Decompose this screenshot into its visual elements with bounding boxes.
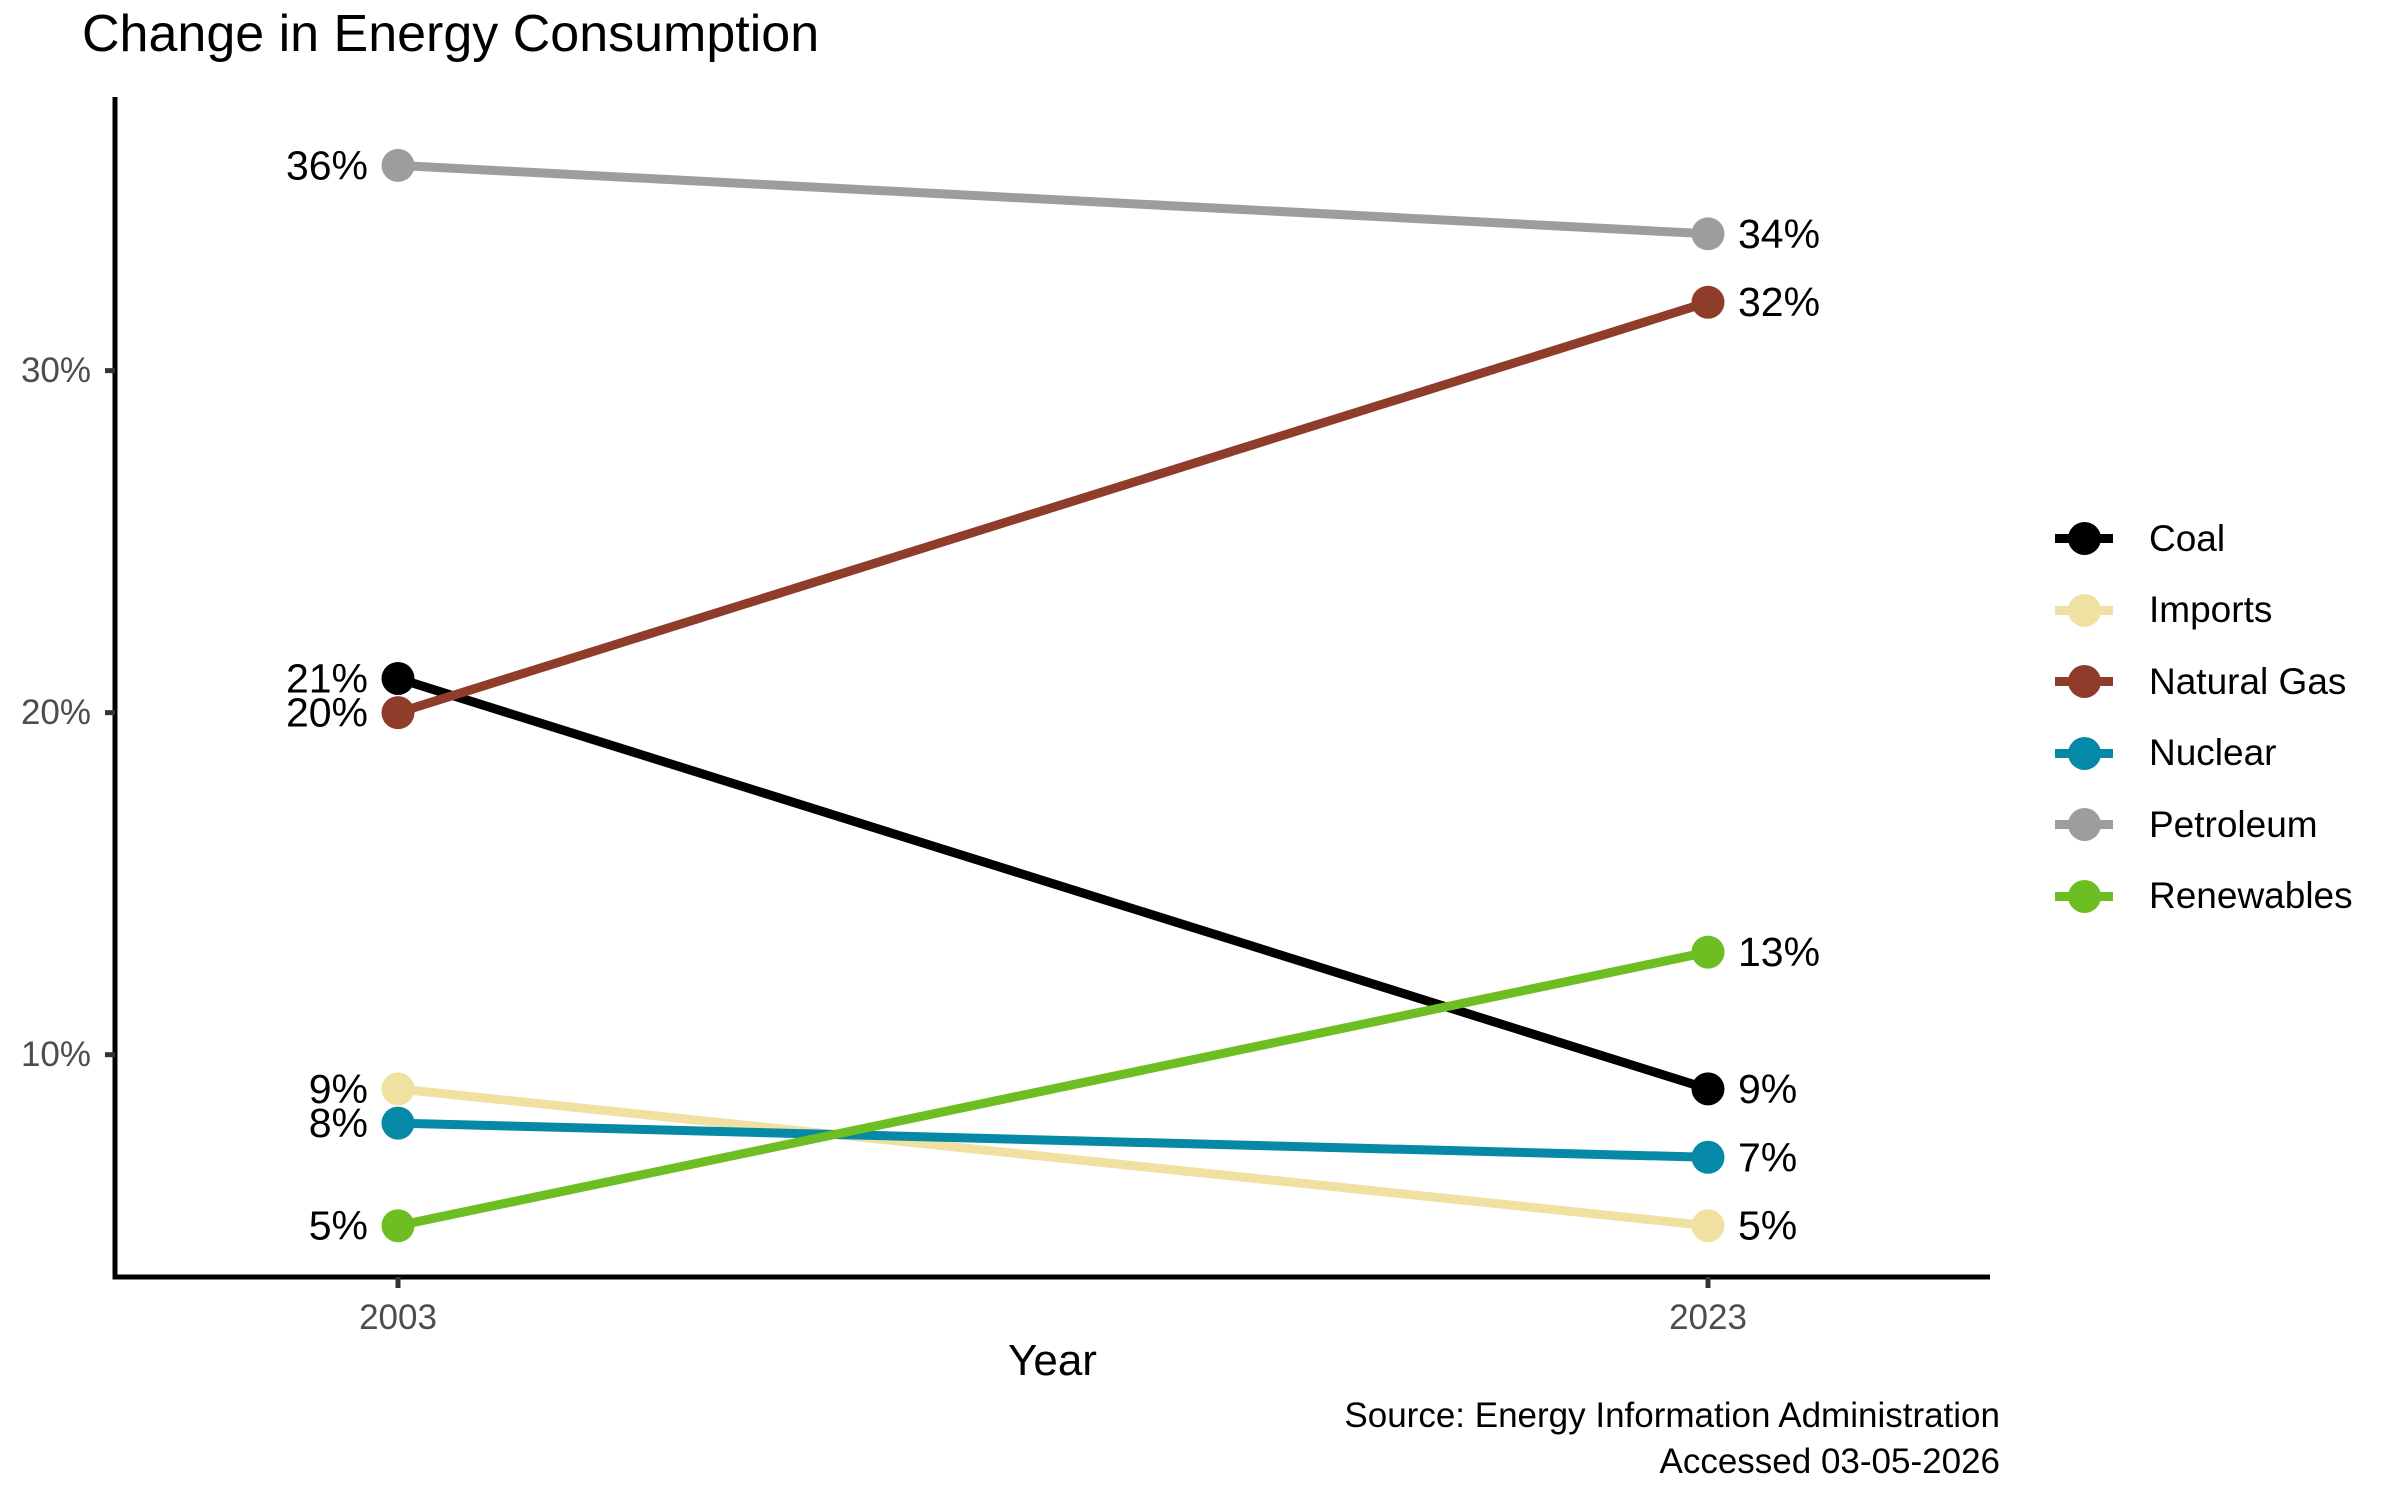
caption: Source: Energy Information Administratio… — [1344, 1393, 2000, 1484]
legend-item-natural-gas: Natural Gas — [2055, 646, 2400, 718]
data-label-nuclear-2023: 7% — [1738, 1134, 1797, 1180]
legend-key-icon — [2055, 522, 2113, 556]
legend-key-icon — [2055, 879, 2113, 913]
legend-key-dot — [2067, 808, 2101, 842]
x-tick-label-2003: 2003 — [359, 1298, 437, 1337]
point-natural-gas-2023 — [1691, 285, 1725, 319]
legend-item-coal: Coal — [2055, 503, 2400, 575]
legend-item-label: Nuclear — [2149, 732, 2277, 774]
point-coal-2003 — [381, 661, 415, 695]
source-caption: Source: Energy Information Administratio… — [1344, 1396, 2000, 1435]
point-imports-2003 — [381, 1072, 415, 1106]
data-label-imports-2003: 9% — [309, 1066, 368, 1112]
data-label-natural-gas-2003: 20% — [286, 690, 368, 736]
data-label-coal-2023: 9% — [1738, 1066, 1797, 1112]
data-label-petroleum-2023: 34% — [1738, 211, 1820, 257]
point-coal-2023 — [1691, 1072, 1725, 1106]
accessed-caption: Accessed 03-05-2026 — [1659, 1441, 2001, 1481]
x-axis-title: Year — [1008, 1336, 1097, 1385]
legend-key-dot — [2067, 879, 2101, 913]
x-tick-label-2023: 2023 — [1669, 1298, 1747, 1337]
legend-key-dot — [2067, 736, 2101, 770]
point-renewables-2003 — [381, 1209, 415, 1243]
series-line-petroleum — [397, 160, 1709, 239]
series-line-renewables — [397, 947, 1709, 1231]
legend-item-nuclear: Nuclear — [2055, 718, 2400, 790]
series-line-natural-gas — [396, 297, 1710, 717]
data-label-imports-2023: 5% — [1738, 1203, 1797, 1249]
y-tick-label-10: 10% — [21, 1035, 91, 1074]
legend-key-dot — [2067, 593, 2101, 627]
legend-key-icon — [2055, 593, 2113, 627]
legend-item-imports: Imports — [2055, 575, 2400, 647]
legend-item-label: Petroleum — [2149, 803, 2318, 845]
legend-key-icon — [2055, 736, 2113, 770]
legend-item-label: Coal — [2149, 517, 2226, 559]
legend-item-label: Imports — [2149, 589, 2273, 631]
point-nuclear-2023 — [1691, 1140, 1725, 1174]
point-renewables-2023 — [1691, 935, 1725, 969]
data-label-natural-gas-2023: 32% — [1738, 279, 1820, 325]
data-label-renewables-2003: 5% — [309, 1203, 368, 1249]
point-imports-2023 — [1691, 1209, 1725, 1243]
data-label-nuclear-2003: 8% — [309, 1100, 368, 1146]
data-label-renewables-2023: 13% — [1738, 929, 1820, 975]
legend-key-dot — [2067, 522, 2101, 556]
point-nuclear-2003 — [381, 1106, 415, 1140]
legend-item-petroleum: Petroleum — [2055, 789, 2400, 861]
series-line-nuclear — [397, 1118, 1709, 1162]
point-natural-gas-2003 — [381, 696, 415, 730]
legend-key-icon — [2055, 808, 2113, 842]
point-petroleum-2003 — [381, 148, 415, 182]
series-line-coal — [396, 674, 1710, 1094]
point-petroleum-2023 — [1691, 217, 1725, 251]
legend: Coal Imports Natural Gas Nuclear Petroleum Re… — [2055, 503, 2400, 932]
y-tick-label-20: 20% — [21, 693, 91, 732]
series-line-imports — [397, 1084, 1709, 1231]
y-tick-label-30: 30% — [21, 351, 91, 390]
data-label-petroleum-2003: 36% — [286, 142, 368, 188]
legend-key-icon — [2055, 665, 2113, 699]
legend-item-label: Renewables — [2149, 875, 2353, 917]
legend-item-renewables: Renewables — [2055, 861, 2400, 933]
legend-key-dot — [2067, 665, 2101, 699]
legend-item-label: Natural Gas — [2149, 660, 2347, 702]
data-label-coal-2003: 21% — [286, 655, 368, 701]
chart-title: Change in Energy Consumption — [82, 5, 820, 63]
